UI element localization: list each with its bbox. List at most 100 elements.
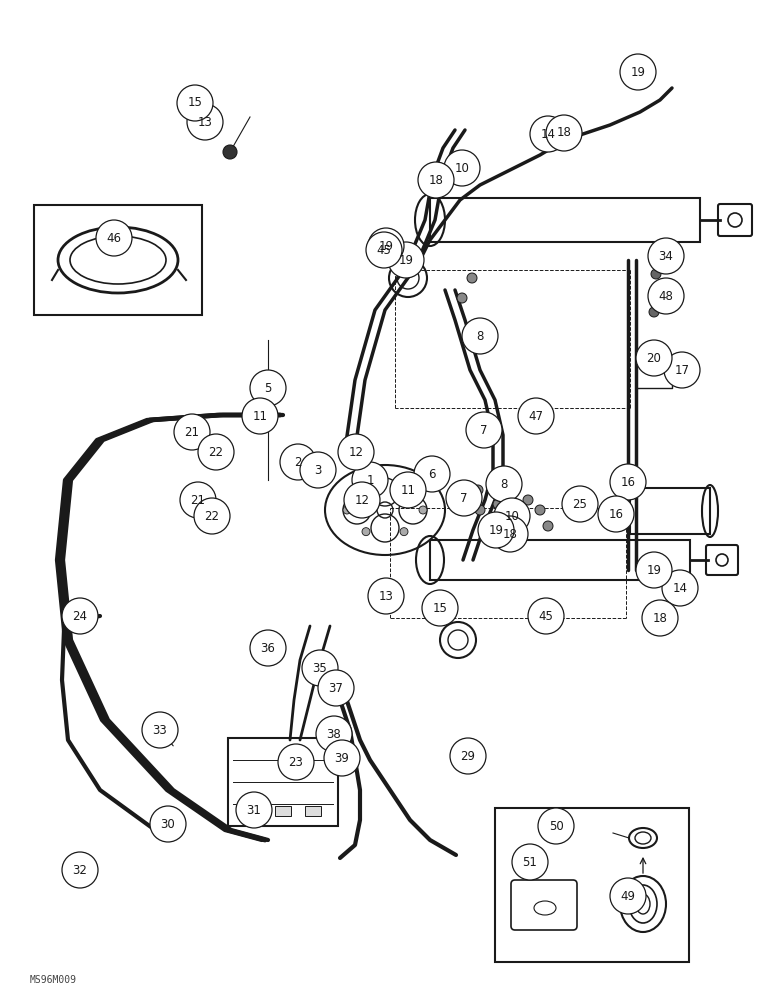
Circle shape (530, 116, 566, 152)
Circle shape (535, 505, 545, 515)
Text: 7: 7 (460, 491, 468, 504)
Circle shape (388, 242, 424, 278)
Text: 39: 39 (334, 752, 350, 764)
Text: 10: 10 (455, 161, 469, 174)
Bar (305, 806, 321, 816)
Circle shape (642, 600, 678, 636)
Text: 21: 21 (185, 426, 199, 438)
Circle shape (150, 806, 186, 842)
Text: 22: 22 (208, 446, 224, 458)
Circle shape (362, 484, 370, 492)
Circle shape (422, 590, 458, 626)
Circle shape (494, 498, 530, 534)
Circle shape (444, 150, 480, 186)
Circle shape (338, 434, 374, 470)
Circle shape (368, 578, 404, 614)
Circle shape (518, 398, 554, 434)
Circle shape (236, 792, 272, 828)
Circle shape (414, 456, 450, 492)
Circle shape (352, 462, 388, 498)
Text: 31: 31 (246, 804, 262, 816)
Text: 22: 22 (205, 510, 219, 522)
Text: 45: 45 (377, 243, 391, 256)
Text: 37: 37 (329, 682, 344, 694)
Text: 21: 21 (191, 493, 205, 506)
Text: 18: 18 (428, 174, 443, 186)
Circle shape (478, 512, 514, 548)
Circle shape (400, 528, 408, 536)
Text: 13: 13 (378, 589, 394, 602)
Text: 12: 12 (348, 446, 364, 458)
Circle shape (543, 521, 553, 531)
Text: 50: 50 (549, 820, 564, 832)
Circle shape (636, 340, 672, 376)
Circle shape (620, 54, 656, 90)
Text: 8: 8 (476, 330, 484, 342)
Text: 46: 46 (107, 232, 121, 244)
Circle shape (142, 712, 178, 748)
Bar (430, 198, 700, 242)
Circle shape (62, 598, 98, 634)
Circle shape (316, 716, 352, 752)
Circle shape (467, 273, 477, 283)
Circle shape (664, 352, 700, 388)
Bar (630, 488, 710, 534)
Circle shape (473, 485, 483, 495)
Text: 19: 19 (489, 524, 503, 536)
Text: 15: 15 (188, 97, 202, 109)
Circle shape (344, 482, 380, 518)
Circle shape (419, 506, 427, 514)
Text: 19: 19 (398, 253, 414, 266)
Circle shape (528, 598, 564, 634)
Text: 24: 24 (73, 609, 87, 622)
Text: 17: 17 (675, 363, 689, 376)
Circle shape (280, 444, 316, 480)
Text: 2: 2 (294, 456, 302, 468)
Circle shape (174, 414, 210, 450)
Text: 3: 3 (314, 464, 322, 477)
Circle shape (505, 495, 515, 505)
Circle shape (648, 238, 684, 274)
Circle shape (462, 318, 498, 354)
Bar (228, 738, 338, 826)
Text: 47: 47 (529, 410, 543, 422)
Circle shape (523, 495, 533, 505)
Circle shape (242, 398, 278, 434)
Circle shape (198, 434, 234, 470)
Circle shape (610, 878, 646, 914)
Text: 14: 14 (540, 127, 556, 140)
Circle shape (180, 482, 216, 518)
Circle shape (450, 738, 486, 774)
Text: 32: 32 (73, 863, 87, 876)
Bar (34, 205, 202, 315)
Circle shape (562, 486, 598, 522)
Text: 14: 14 (672, 582, 688, 594)
Circle shape (662, 570, 698, 606)
Circle shape (486, 466, 522, 502)
Text: 19: 19 (631, 66, 645, 79)
Text: 16: 16 (621, 476, 635, 488)
Circle shape (648, 278, 684, 314)
Text: 48: 48 (659, 290, 673, 302)
Text: 33: 33 (153, 724, 168, 736)
Circle shape (96, 220, 132, 256)
Text: 6: 6 (428, 468, 435, 481)
Circle shape (649, 307, 659, 317)
Circle shape (366, 232, 402, 268)
Circle shape (368, 228, 404, 264)
Circle shape (300, 452, 336, 488)
Circle shape (475, 505, 485, 515)
Circle shape (636, 552, 672, 588)
Circle shape (177, 85, 213, 121)
Circle shape (538, 808, 574, 844)
Bar (495, 808, 689, 962)
Circle shape (418, 162, 454, 198)
Circle shape (400, 484, 408, 492)
Circle shape (446, 480, 482, 516)
Text: 51: 51 (523, 856, 537, 868)
Circle shape (278, 744, 314, 780)
Text: 8: 8 (500, 478, 508, 490)
Text: 12: 12 (354, 493, 370, 506)
Text: 49: 49 (621, 890, 635, 902)
Circle shape (223, 145, 237, 159)
